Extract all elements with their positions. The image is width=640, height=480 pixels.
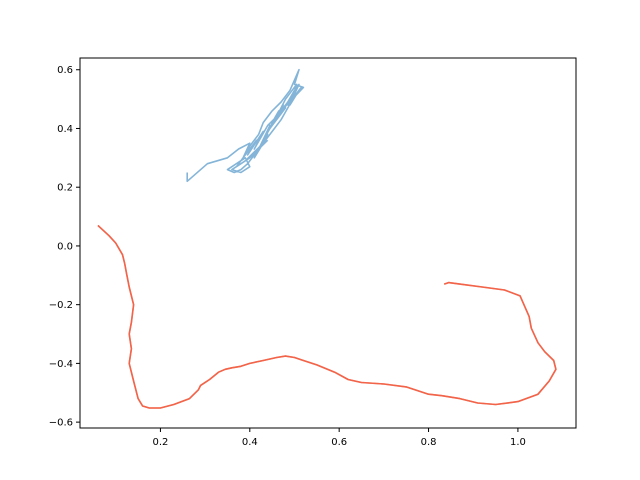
x-tick-label: 0.8 — [421, 437, 437, 448]
series-layer — [97, 68, 557, 409]
series-line-3 — [97, 224, 557, 409]
y-tick-label: 0.6 — [57, 65, 73, 76]
y-tick-label: −0.4 — [49, 359, 73, 370]
plot-frame — [79, 57, 577, 429]
x-tick-label: 0.4 — [242, 437, 258, 448]
y-tick-label: −0.2 — [49, 300, 73, 311]
x-tick-label: 0.6 — [331, 437, 347, 448]
y-tick-label: 0.4 — [57, 124, 73, 135]
y-tick-label: −0.6 — [49, 418, 73, 429]
x-tick-label: 0.2 — [152, 437, 168, 448]
y-tick-label: 0.0 — [57, 241, 73, 252]
series-line-1 — [186, 68, 305, 183]
y-tick-label: 0.2 — [57, 183, 73, 194]
y-axis: −0.6 −0.4 −0.2 0.0 0.2 0.4 0.6 — [49, 65, 80, 429]
x-axis: 0.2 0.4 0.6 0.8 1.0 — [152, 428, 526, 448]
x-tick-label: 1.0 — [510, 437, 526, 448]
